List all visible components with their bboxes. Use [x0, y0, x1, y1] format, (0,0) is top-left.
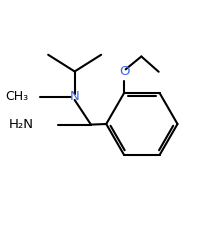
Text: O: O — [119, 65, 129, 78]
Text: H₂N: H₂N — [9, 118, 34, 131]
Text: CH₃: CH₃ — [6, 90, 29, 103]
Text: N: N — [70, 90, 80, 103]
